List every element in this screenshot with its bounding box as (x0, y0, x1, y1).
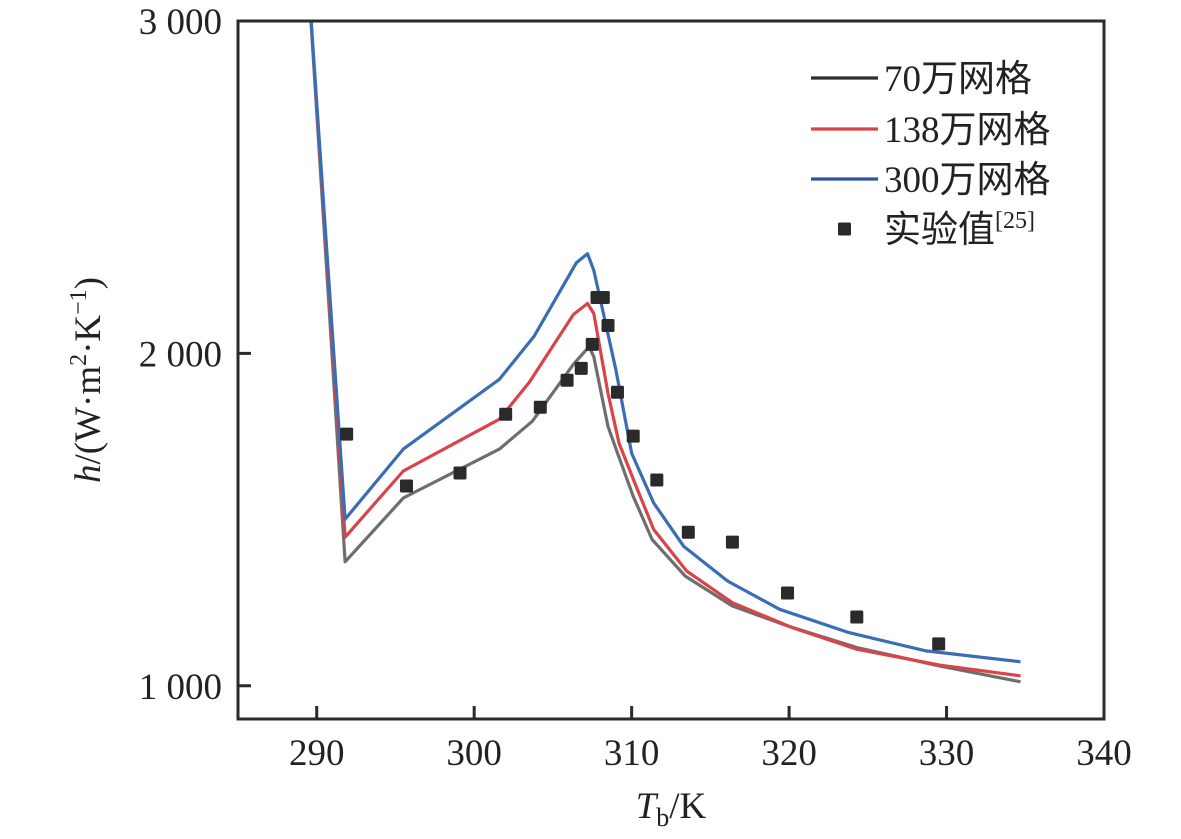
x-axis-label: Tb/K (636, 786, 707, 832)
series-line-2 (309, 21, 1021, 664)
legend-label: 70万网格 (884, 58, 1032, 100)
legend-item: 138万网格 (811, 109, 1051, 151)
y-tick-label: 3 000 (139, 2, 222, 43)
series-layer (309, 21, 1021, 684)
x-tick-label: 320 (761, 733, 817, 774)
data-point (932, 637, 946, 651)
legend-item: 实验值[25] (838, 208, 1035, 251)
data-point (499, 407, 513, 421)
x-tick-label: 310 (604, 733, 660, 774)
legend-item: 300万网格 (811, 159, 1051, 201)
data-point (725, 535, 739, 549)
legend-item: 70万网格 (811, 58, 1032, 100)
data-point (560, 373, 574, 387)
data-point (626, 429, 640, 443)
data-point (610, 385, 624, 399)
y-axis-label: h/(W·m2·K−1) (66, 277, 109, 483)
data-point (650, 473, 664, 487)
y-axis: 1 000 2 000 3 000 (139, 2, 251, 708)
x-tick-label: 300 (446, 733, 502, 774)
series-line-0 (309, 21, 1021, 684)
data-point (399, 479, 413, 493)
y-tick-label: 1 000 (139, 667, 222, 708)
x-tick-label: 290 (289, 733, 345, 774)
data-point (601, 318, 615, 332)
legend-swatch (838, 222, 851, 236)
legend-label: 138万网格 (884, 109, 1051, 151)
legend-label: 300万网格 (884, 159, 1051, 201)
x-tick-label: 330 (919, 733, 975, 774)
data-point (453, 466, 467, 480)
data-point (596, 291, 610, 305)
legend-label: 实验值[25] (884, 208, 1035, 251)
y-tick-label: 2 000 (139, 334, 222, 375)
data-point (340, 427, 354, 441)
data-point (850, 610, 864, 624)
data-point (585, 337, 599, 351)
data-point (781, 586, 795, 600)
series-line-1 (309, 21, 1021, 678)
data-point (533, 400, 547, 414)
data-point (574, 361, 588, 375)
data-point (681, 525, 695, 539)
plot-frame (236, 19, 1106, 721)
x-tick-label: 340 (1076, 733, 1132, 774)
x-axis: 290 300 310 320 330 340 (289, 706, 1132, 774)
